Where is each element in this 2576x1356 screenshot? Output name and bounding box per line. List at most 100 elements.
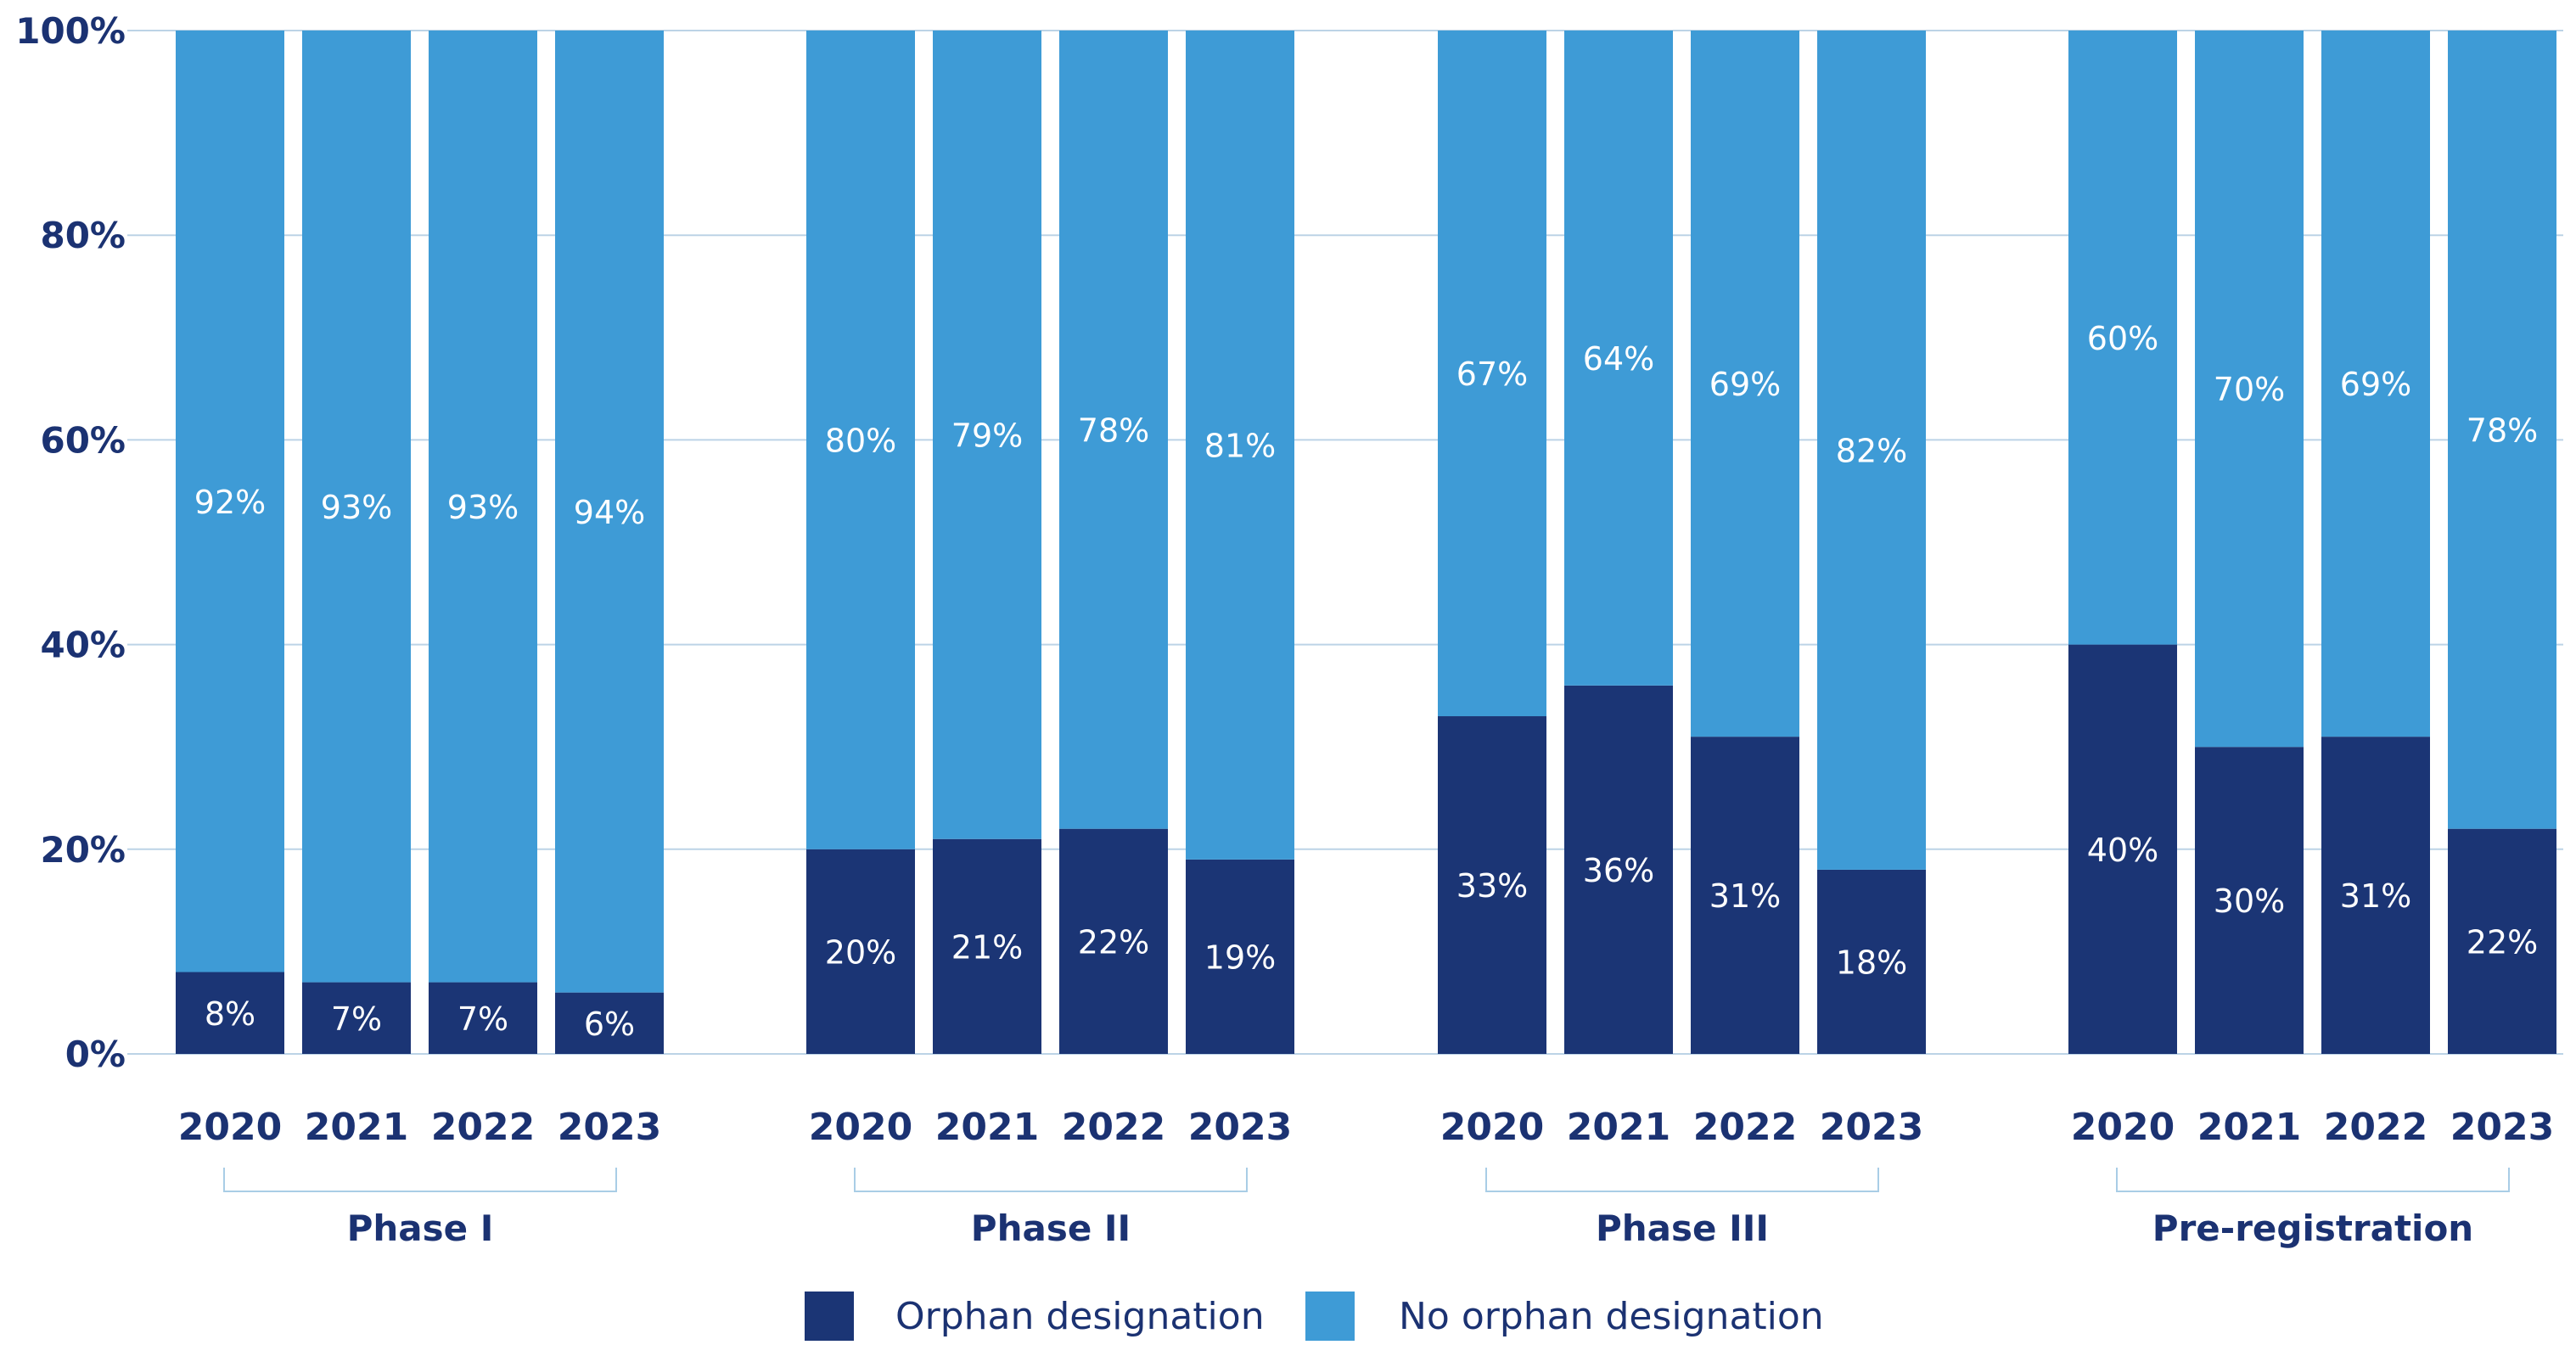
bar-pre-registration-2022-no-orphan-designation — [2321, 31, 2430, 737]
y-tick-label: 60% — [40, 419, 126, 461]
bar-pre-registration-2023-orphan-designation — [2448, 828, 2556, 1054]
data-label: 79% — [951, 417, 1023, 454]
bar-phase-iii-2023-orphan-designation — [1817, 869, 1926, 1054]
bar-phase-ii-2020-orphan-designation — [806, 849, 915, 1054]
x-tick-label: 2021 — [935, 1106, 1039, 1149]
group-bracket — [223, 1168, 617, 1192]
bar-phase-ii-2021-orphan-designation — [933, 838, 1041, 1054]
y-tick-label: 20% — [40, 829, 126, 871]
data-label: 82% — [1836, 432, 1907, 469]
bar-phase-iii-2021-no-orphan-designation — [1564, 31, 1673, 686]
x-tick-label: 2020 — [2071, 1106, 2175, 1149]
data-label: 64% — [1583, 340, 1654, 378]
bar-phase-ii-2023-no-orphan-designation — [1186, 31, 1294, 860]
group-bracket — [854, 1168, 1248, 1192]
group-label: Phase II — [971, 1208, 1131, 1249]
data-label: 7% — [331, 1000, 382, 1038]
x-tick-label: 2022 — [2324, 1106, 2427, 1149]
y-tick-label: 80% — [40, 215, 126, 256]
bar-phase-ii-2021-no-orphan-designation — [933, 31, 1041, 839]
bar-phase-iii-2023-no-orphan-designation — [1817, 31, 1926, 870]
y-tick-label: 40% — [40, 625, 126, 666]
y-tick-label: 0% — [65, 1034, 126, 1075]
data-label: 31% — [2340, 877, 2411, 915]
x-tick-label: 2021 — [2197, 1106, 2301, 1149]
data-label: 60% — [2087, 320, 2158, 357]
x-tick-label: 2020 — [1440, 1106, 1544, 1149]
data-label: 8% — [205, 995, 255, 1033]
bar-phase-iii-2022-orphan-designation — [1691, 737, 1799, 1054]
bar-phase-ii-2022-orphan-designation — [1059, 828, 1168, 1054]
data-label: 94% — [574, 494, 645, 531]
data-label: 93% — [321, 489, 392, 526]
data-label: 40% — [2087, 832, 2158, 869]
data-label: 67% — [1456, 356, 1528, 393]
legend-label-no-orphan-designation: No orphan designation — [1399, 1295, 1824, 1338]
data-label: 36% — [1583, 852, 1654, 889]
bar-pre-registration-2022-orphan-designation — [2321, 737, 2430, 1054]
bar-phase-ii-2023-orphan-designation — [1186, 859, 1294, 1054]
x-tick-label: 2022 — [1693, 1106, 1797, 1149]
data-label: 33% — [1456, 867, 1528, 905]
data-label: 31% — [1709, 877, 1781, 915]
bars: 8% 92% 7% 93% 7% 93% 6% 94% 20% 80% 21% 79% 22% 78% 19… — [176, 31, 2556, 1054]
bar-phase-ii-2020-no-orphan-designation — [806, 31, 915, 849]
bar-pre-registration-2020-no-orphan-designation — [2068, 31, 2177, 645]
bar-phase-i-2021-no-orphan-designation — [302, 31, 411, 983]
x-tick-label: 2021 — [305, 1106, 408, 1149]
data-label: 6% — [584, 1006, 635, 1043]
x-tick-label: 2023 — [2450, 1106, 2554, 1149]
bar-phase-iii-2020-orphan-designation — [1438, 716, 1546, 1054]
y-tick-label: 100% — [15, 10, 126, 52]
bar-phase-i-2022-orphan-designation — [429, 982, 537, 1054]
group-label: Phase I — [347, 1208, 494, 1249]
data-label: 92% — [194, 484, 266, 521]
legend: Orphan designation No orphan designation — [805, 1292, 1824, 1341]
data-label: 30% — [2214, 883, 2285, 920]
y-axis-ticks: 0% 20% 40% 60% 80% 100% — [15, 10, 126, 1075]
bar-phase-ii-2022-no-orphan-designation — [1059, 31, 1168, 829]
data-label: 18% — [1836, 944, 1907, 981]
bar-phase-i-2020-no-orphan-designation — [176, 31, 284, 972]
data-label: 69% — [2340, 366, 2411, 403]
x-axis-labels: 2020 2021 2022 2023 Phase I 2020 2021 2022 2023 P… — [178, 1106, 2554, 1249]
data-label: 80% — [825, 422, 896, 459]
x-tick-label: 2022 — [1062, 1106, 1165, 1149]
data-label: 78% — [2467, 412, 2538, 449]
data-label: 7% — [457, 1000, 508, 1038]
data-label: 81% — [1204, 427, 1276, 464]
bar-pre-registration-2023-no-orphan-designation — [2448, 31, 2556, 829]
bar-phase-i-2023-orphan-designation — [555, 992, 664, 1054]
group-label: Phase III — [1596, 1208, 1769, 1249]
data-label: 78% — [1078, 412, 1149, 449]
bar-phase-i-2020-orphan-designation — [176, 972, 284, 1054]
x-tick-label: 2023 — [1820, 1106, 1923, 1149]
legend-swatch-orphan-designation — [805, 1292, 854, 1341]
bar-pre-registration-2021-no-orphan-designation — [2195, 31, 2304, 748]
group-label: Pre-registration — [2152, 1208, 2473, 1249]
bar-phase-iii-2020-no-orphan-designation — [1438, 31, 1546, 717]
bar-phase-iii-2021-orphan-designation — [1564, 685, 1673, 1054]
data-label: 21% — [951, 928, 1023, 966]
x-tick-label: 2021 — [1567, 1106, 1670, 1149]
x-tick-label: 2023 — [558, 1106, 661, 1149]
data-label: 69% — [1709, 366, 1781, 403]
bar-phase-i-2021-orphan-designation — [302, 982, 411, 1054]
x-tick-label: 2020 — [178, 1106, 282, 1149]
data-label: 20% — [825, 933, 896, 971]
data-label: 19% — [1204, 939, 1276, 976]
group-bracket — [1485, 1168, 1879, 1192]
x-tick-label: 2022 — [431, 1106, 535, 1149]
data-label: 93% — [447, 489, 519, 526]
bar-phase-iii-2022-no-orphan-designation — [1691, 31, 1799, 737]
legend-label-orphan-designation: Orphan designation — [895, 1295, 1265, 1338]
x-tick-label: 2023 — [1188, 1106, 1292, 1149]
bar-phase-i-2022-no-orphan-designation — [429, 31, 537, 983]
bar-pre-registration-2020-orphan-designation — [2068, 644, 2177, 1054]
bar-phase-i-2023-no-orphan-designation — [555, 31, 664, 993]
group-bracket — [2116, 1168, 2510, 1192]
data-label: 22% — [1078, 923, 1149, 961]
bar-pre-registration-2021-orphan-designation — [2195, 747, 2304, 1054]
legend-swatch-no-orphan-designation — [1305, 1292, 1355, 1341]
